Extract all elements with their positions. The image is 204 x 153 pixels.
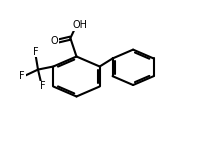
- Text: OH: OH: [72, 20, 87, 30]
- Text: F: F: [33, 47, 38, 57]
- Text: F: F: [19, 71, 24, 81]
- Text: F: F: [40, 81, 45, 91]
- Text: O: O: [51, 36, 58, 46]
